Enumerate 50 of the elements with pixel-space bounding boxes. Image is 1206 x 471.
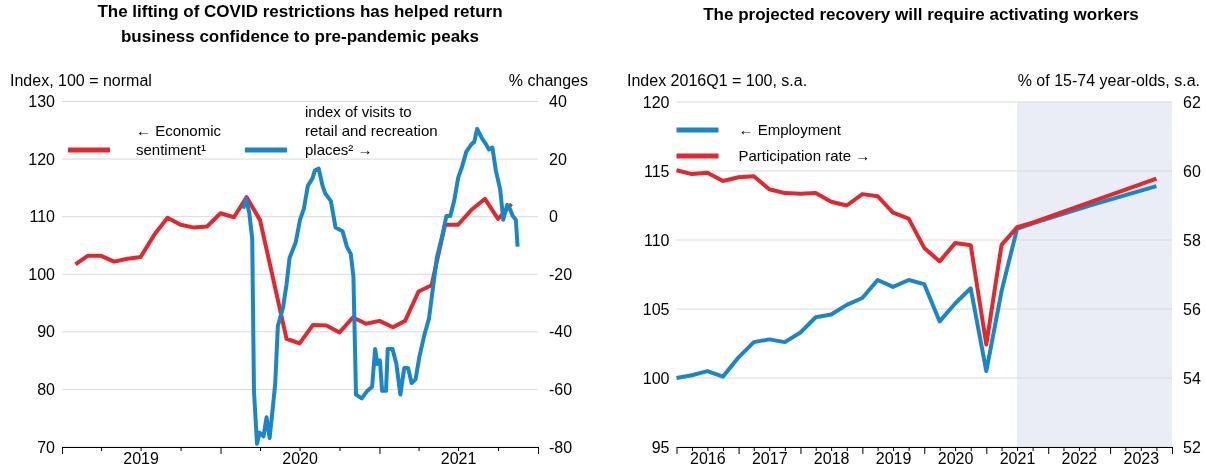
y-tick-label: 100 — [642, 369, 670, 387]
x-tick-label: 2019 — [123, 449, 160, 467]
y2-tick-label: -40 — [549, 323, 573, 341]
y2-axis-title: % of 15-74 year-olds, s.a. — [1017, 72, 1200, 89]
y-tick-label: 100 — [28, 265, 56, 283]
legend-label: ← Employment — [738, 121, 842, 138]
y-tick-label: 80 — [37, 381, 56, 399]
x-tick-label: 2021 — [999, 449, 1036, 467]
legend-label: Participation rate → — [738, 147, 871, 164]
x-tick-label: 2018 — [813, 449, 850, 467]
y-tick-label: 110 — [29, 208, 56, 226]
y2-tick-label: 0 — [549, 208, 558, 226]
x-tick-label: 2020 — [937, 449, 974, 467]
y2-tick-label: 60 — [1183, 162, 1201, 180]
y2-tick-label: 56 — [1183, 300, 1201, 318]
y-tick-label: 70 — [37, 438, 56, 456]
line-series — [241, 126, 520, 446]
chart-title: The lifting of COVID restrictions has helped return business confidence to pre-pandemic peaks — [97, 2, 503, 46]
y2-tick-label: -20 — [549, 265, 573, 283]
y2-tick-label: 58 — [1183, 231, 1201, 249]
x-tick-label: 2017 — [751, 449, 788, 467]
x-tick-label: 2020 — [282, 449, 318, 467]
x-tick-label: 2021 — [440, 449, 477, 467]
y2-tick-label: 20 — [549, 150, 567, 168]
legend-label: ← Economic sentiment¹ — [136, 122, 222, 158]
series-label: index of visits to retail and recreation places² → — [305, 103, 438, 158]
y-tick-label: 120 — [28, 150, 56, 168]
y2-axis-title: % changes — [508, 72, 588, 89]
y-tick-label: 120 — [642, 93, 670, 111]
chart-title: The projected recovery will require activating workers — [703, 5, 1139, 24]
y-tick-label: 95 — [651, 438, 670, 456]
y-tick-label: 110 — [643, 231, 670, 249]
y-tick-label: 105 — [642, 300, 670, 318]
y2-tick-label: -60 — [549, 381, 573, 399]
y-tick-label: 130 — [28, 93, 56, 111]
x-tick-label: 2022 — [1061, 449, 1098, 467]
x-tick-label: 2023 — [1123, 449, 1160, 467]
y-tick-label: 90 — [37, 323, 56, 341]
y2-tick-label: 40 — [549, 93, 567, 111]
line-series — [674, 184, 1159, 380]
x-tick-label: 2019 — [875, 449, 912, 467]
y2-tick-label: -80 — [549, 438, 573, 456]
y2-tick-label: 54 — [1183, 369, 1201, 387]
y2-tick-label: 52 — [1183, 438, 1201, 456]
line-series — [674, 168, 1159, 347]
y-axis-title: Index, 100 = normal — [10, 72, 152, 89]
y-axis-title: Index 2016Q1 = 100, s.a. — [627, 72, 808, 89]
x-tick-label: 2016 — [690, 449, 726, 467]
y2-tick-label: 62 — [1183, 93, 1201, 111]
y-tick-label: 115 — [643, 162, 670, 180]
